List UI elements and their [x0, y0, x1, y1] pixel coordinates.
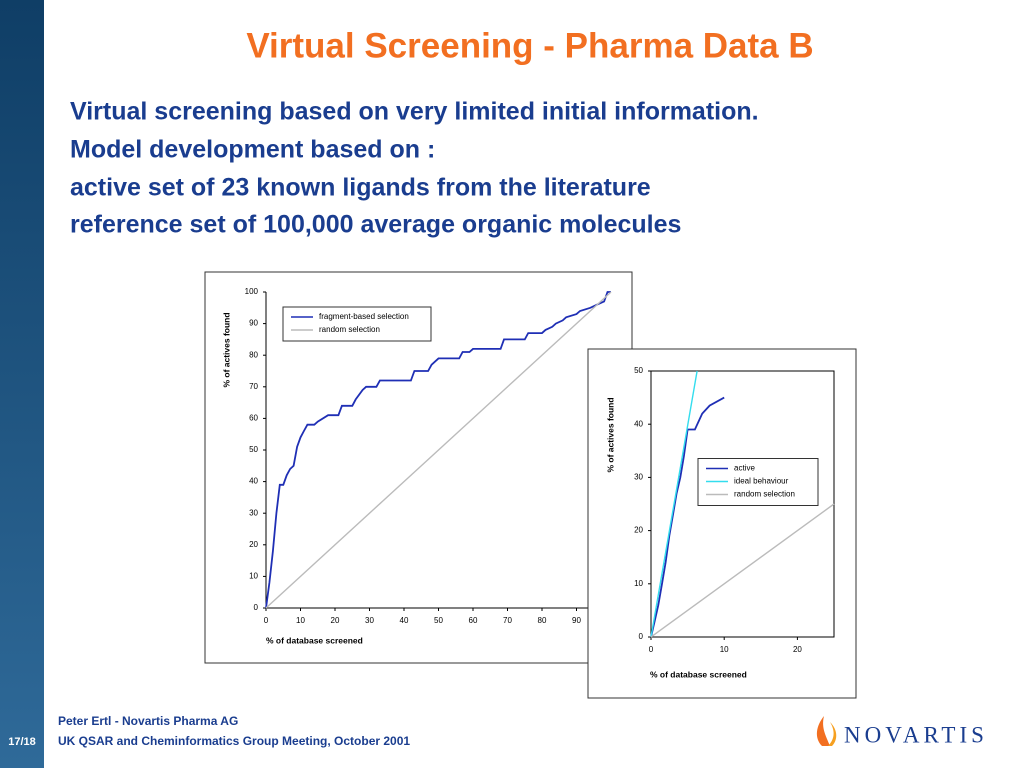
logo-icon: [816, 716, 837, 746]
y-tick-label: 20: [634, 526, 643, 535]
legend-box: [282, 306, 432, 342]
x-axis-label: % of database screened: [266, 635, 363, 645]
x-tick-label: 50: [434, 616, 443, 625]
x-tick-label: 0: [649, 645, 654, 654]
body-line: reference set of 100,000 average organic…: [70, 211, 681, 239]
y-axis-label: % of actives found: [221, 312, 231, 387]
x-tick-label: 60: [469, 616, 478, 625]
y-tick-label: 40: [634, 419, 643, 428]
footer-event: UK QSAR and Cheminformatics Group Meetin…: [58, 734, 410, 748]
y-tick-label: 50: [634, 366, 643, 375]
slide-title: Virtual Screening - Pharma Data B: [246, 26, 813, 65]
series-line: [650, 396, 725, 638]
y-tick-label: 40: [249, 477, 258, 486]
chart-box: [587, 348, 857, 699]
x-tick-label: 80: [538, 616, 547, 625]
legend-label: ideal behaviour: [734, 477, 789, 486]
series-line: [650, 503, 835, 638]
y-tick-label: 70: [249, 382, 258, 391]
x-axis-label: % of database screened: [650, 669, 747, 679]
y-tick-label: 30: [634, 473, 643, 482]
x-tick-label: 40: [400, 616, 409, 625]
x-tick-label: 30: [365, 616, 374, 625]
body-line: Model development based on :: [70, 136, 435, 164]
x-tick-label: 0: [264, 616, 269, 625]
page-number: 17/18: [8, 736, 36, 748]
x-tick-label: 10: [296, 616, 305, 625]
body-line: Virtual screening based on very limited …: [70, 98, 759, 126]
sidebar: [0, 0, 44, 768]
body-line: active set of 23 known ligands from the …: [70, 174, 651, 202]
y-tick-label: 10: [249, 572, 258, 581]
y-tick-label: 0: [639, 632, 644, 641]
logo-text: NOVARTIS: [844, 722, 988, 747]
y-tick-label: 50: [249, 445, 258, 454]
series-line: [265, 291, 611, 609]
x-tick-label: 70: [503, 616, 512, 625]
legend-label: random selection: [734, 490, 795, 499]
x-tick-label: 20: [793, 645, 802, 654]
y-axis-label: % of actives found: [605, 397, 615, 472]
x-tick-label: 10: [720, 645, 729, 654]
x-tick-label: 90: [572, 616, 581, 625]
y-tick-label: 90: [249, 319, 258, 328]
x-tick-label: 20: [331, 616, 340, 625]
y-tick-label: 80: [249, 350, 258, 359]
y-tick-label: 20: [249, 540, 258, 549]
y-tick-label: 60: [249, 414, 258, 423]
legend-label: active: [734, 464, 755, 473]
legend-label: fragment-based selection: [319, 312, 409, 321]
y-tick-label: 100: [245, 287, 259, 296]
y-tick-label: 10: [634, 579, 643, 588]
series-line: [650, 370, 698, 638]
y-tick-label: 0: [254, 603, 259, 612]
y-tick-label: 30: [249, 508, 258, 517]
footer-author: Peter Ertl - Novartis Pharma AG: [58, 714, 238, 728]
series-line: [265, 291, 612, 609]
legend-label: random selection: [319, 325, 380, 334]
